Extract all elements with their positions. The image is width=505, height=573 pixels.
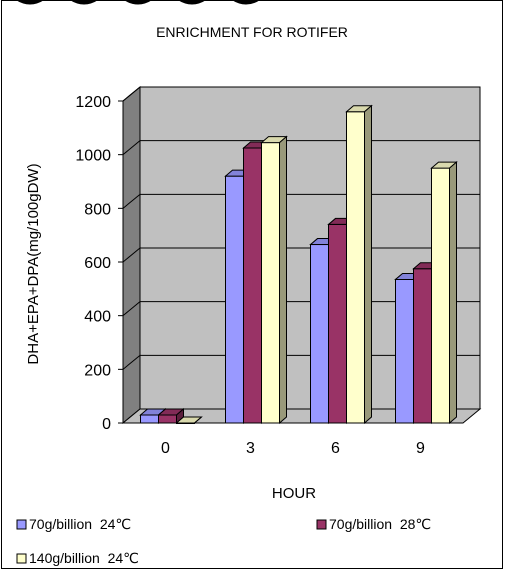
- chart-title: ENRICHMENT FOR ROTIFER: [156, 24, 348, 40]
- y-tick-label: 200: [84, 362, 111, 379]
- x-tick-label: 3: [246, 440, 255, 457]
- y-tick-label: 1000: [75, 148, 111, 165]
- y-axis-label: DHA+EPA+DPA(mg/100gDW): [25, 163, 42, 364]
- legend: 70g/billion 24℃ 70g/billion 28℃ 140g/bil…: [16, 516, 431, 566]
- legend-label-1: 70g/billion 24℃: [29, 516, 131, 532]
- chart: ENRICHMENT FOR ROTIFER 0 200 400 600 800 1000…: [16, 24, 482, 566]
- bar: [430, 160, 458, 425]
- gridline: [122, 193, 141, 209]
- x-tick-label: 0: [161, 440, 170, 457]
- legend-label-2: 70g/billion 28℃: [329, 516, 431, 532]
- y-axis-ticks: 0 200 400 600 800 1000 1200: [75, 94, 123, 433]
- x-axis-ticks: 0 3 6 9: [161, 440, 425, 457]
- cropped-heading-fragment: [16, 0, 260, 5]
- y-tick-label: 800: [84, 201, 111, 218]
- legend-swatch-2: [316, 519, 327, 530]
- y-tick-label: 1200: [75, 94, 111, 111]
- bars: [139, 104, 458, 425]
- legend-swatch-3: [16, 553, 27, 564]
- gridline: [122, 247, 141, 263]
- y-tick-label: 600: [84, 255, 111, 272]
- gridline: [122, 354, 141, 370]
- gridline: [122, 140, 141, 156]
- x-axis-label: HOUR: [272, 485, 316, 502]
- gridline: [122, 301, 141, 317]
- y-tick-label: 400: [84, 309, 111, 326]
- x-tick-label: 6: [331, 440, 340, 457]
- legend-label-3: 140g/billion 24℃: [29, 550, 139, 566]
- gridline: [122, 86, 141, 102]
- y-tick-label: 0: [102, 416, 111, 433]
- x-tick-label: 9: [416, 440, 425, 457]
- bar: [260, 135, 288, 425]
- legend-swatch-1: [16, 519, 27, 530]
- bar: [345, 104, 373, 425]
